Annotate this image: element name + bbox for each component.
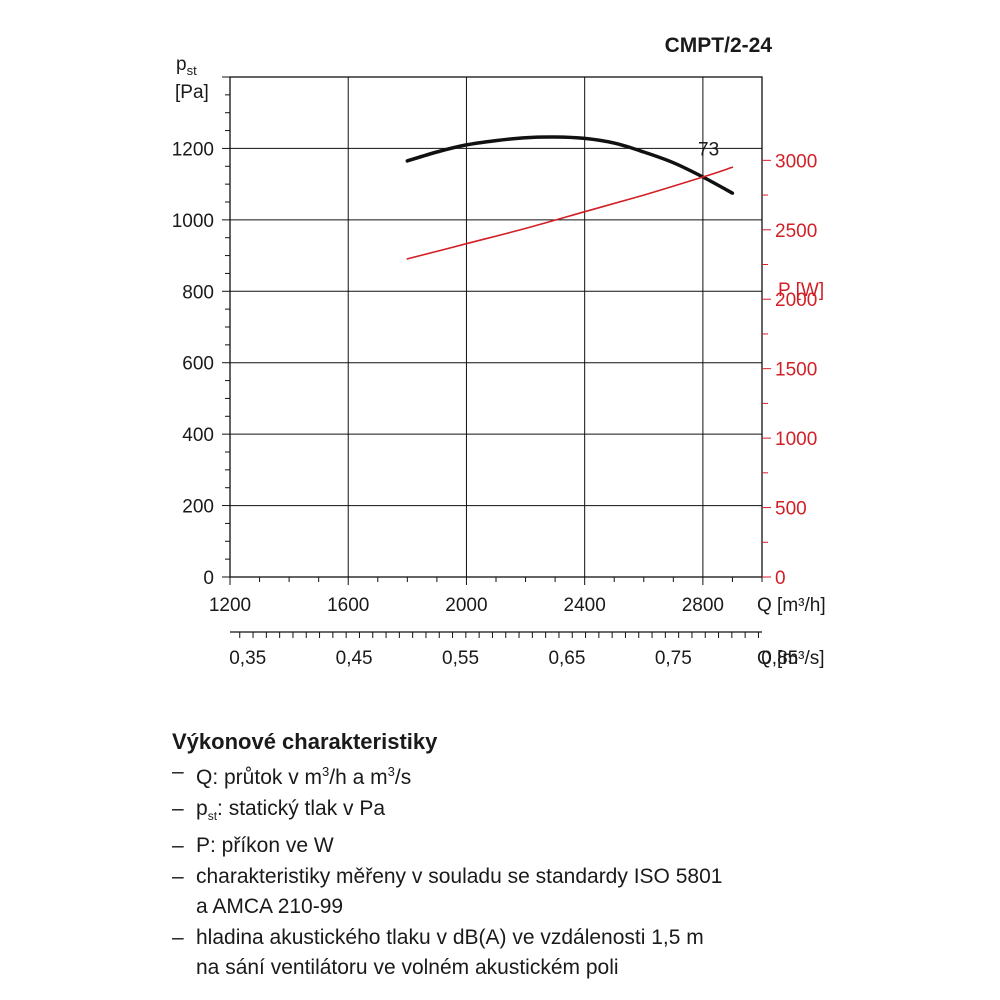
y2-tick-label: 1000 bbox=[775, 429, 817, 450]
y-tick-label: 400 bbox=[182, 425, 214, 446]
note-pst-pre: p bbox=[196, 796, 208, 820]
axis-ticks bbox=[222, 76, 771, 638]
y-axis-unit: [Pa] bbox=[175, 82, 209, 103]
y-tick-label: 0 bbox=[203, 568, 214, 589]
y2-tick-label: 2000 bbox=[775, 290, 817, 311]
x-axis-label: Q [m³/h] bbox=[757, 595, 826, 616]
y2-tick-label: 1500 bbox=[775, 360, 817, 381]
series-layer bbox=[405, 135, 735, 260]
x-tick-label: 2800 bbox=[682, 595, 724, 616]
y2-tick-label: 2500 bbox=[775, 221, 817, 242]
note-acoustic-line1: hladina akustického tlaku v dB(A) ve vzd… bbox=[196, 925, 704, 949]
note-q-mid: /h a m bbox=[329, 766, 388, 789]
notes-heading: Výkonové charakteristiky bbox=[172, 729, 438, 754]
note-item-q: Q: průtok v m3/h a m3/s bbox=[172, 757, 952, 794]
note-q-pre: Q: průtok v m bbox=[196, 766, 323, 789]
note-item-standards: charakteristiky měřeny v souladu se stan… bbox=[172, 862, 952, 923]
note-item-pst: pst: statický tlak v Pa bbox=[172, 794, 952, 832]
note-pst-sub: st bbox=[207, 808, 218, 823]
x-tick-label: 1600 bbox=[327, 595, 369, 616]
note-q-sup2: 3 bbox=[387, 764, 395, 779]
y-axis-label: pst bbox=[176, 54, 197, 78]
note-q-post: /s bbox=[394, 766, 412, 789]
y-tick-label: 1000 bbox=[172, 211, 214, 232]
note-item-acoustic: hladina akustického tlaku v dB(A) ve vzd… bbox=[172, 923, 952, 984]
y-tick-label: 1200 bbox=[172, 139, 214, 160]
note-acoustic-line2: na sání ventilátoru ve volném akustickém… bbox=[196, 956, 619, 980]
x2-tick-label: 0,45 bbox=[336, 648, 373, 669]
x-tick-label: 1200 bbox=[209, 595, 251, 616]
y2-tick-label: 500 bbox=[775, 499, 807, 520]
x-tick-label: 2000 bbox=[445, 595, 487, 616]
x2-tick-label: 0,85 bbox=[761, 648, 798, 669]
x2-axis-label: Q [m³/s] bbox=[757, 648, 825, 669]
note-q-sup: 3 bbox=[322, 764, 330, 779]
plot-grid bbox=[229, 76, 763, 578]
axis-labels: 0 200 400 600 800 1000 1200 1200 1600 2000 2400 280… bbox=[172, 34, 826, 669]
pressure-curve-73 bbox=[405, 135, 735, 195]
y-tick-label: 800 bbox=[182, 282, 214, 303]
y2-tick-label: 0 bbox=[775, 568, 786, 589]
note-pst-post: : statický tlak v Pa bbox=[217, 796, 386, 820]
note-standards-line2: a AMCA 210-99 bbox=[196, 895, 344, 919]
power-curve bbox=[406, 166, 734, 260]
y2-axis-label: P [W] bbox=[778, 280, 824, 301]
chart-title: CMPT/2-24 bbox=[665, 34, 773, 57]
x2-tick-label: 0,65 bbox=[548, 648, 585, 669]
fan-performance-chart: 0 200 400 600 800 1000 1200 1200 1600 2000 2400 280… bbox=[172, 34, 826, 669]
note-item-p: P: příkon ve W bbox=[172, 831, 952, 862]
performance-notes: Výkonové charakteristiky Q: průtok v m3/… bbox=[172, 727, 952, 984]
x2-tick-label: 0,55 bbox=[442, 648, 479, 669]
y2-tick-label: 3000 bbox=[775, 151, 817, 172]
note-p-text: P: příkon ve W bbox=[196, 834, 334, 858]
plot-frame bbox=[229, 76, 763, 578]
note-standards-line1: charakteristiky měřeny v souladu se stan… bbox=[196, 864, 723, 888]
x2-tick-label: 0,35 bbox=[229, 648, 266, 669]
x2-tick-label: 0,75 bbox=[655, 648, 692, 669]
y-tick-label: 600 bbox=[182, 354, 214, 375]
series-label: 73 bbox=[698, 140, 719, 161]
x-tick-label: 2400 bbox=[564, 595, 606, 616]
y-tick-label: 200 bbox=[182, 497, 214, 518]
notes-list: Q: průtok v m3/h a m3/s pst: statický tl… bbox=[172, 757, 952, 984]
